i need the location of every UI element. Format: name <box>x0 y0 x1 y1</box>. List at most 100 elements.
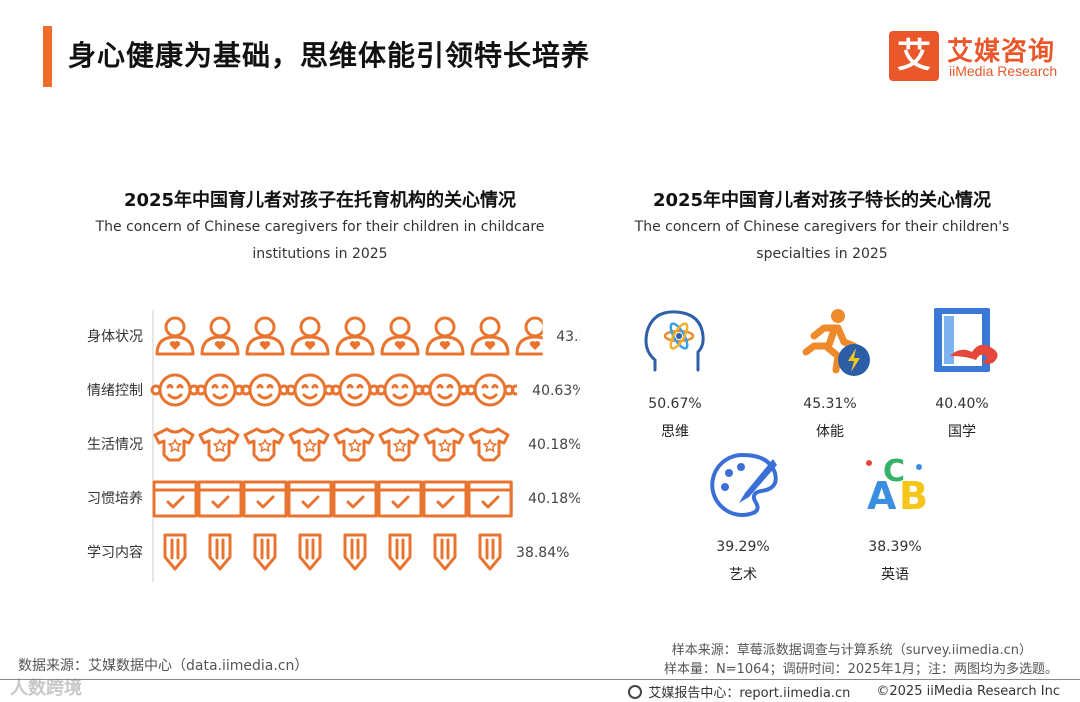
left-chart-subtitle-line2: institutions in 2025 <box>252 246 388 262</box>
baby-face-icon <box>465 373 515 407</box>
person-heart-icon <box>155 316 195 356</box>
calendar-check-icon <box>197 480 243 518</box>
value-label: 38.39% <box>868 539 921 555</box>
category-label: 习惯培养 <box>87 490 143 507</box>
data-source: 数据来源：艾媒数据中心（data.iimedia.cn） <box>18 658 309 674</box>
calendar-check-icon <box>242 480 288 518</box>
page-title: 身心健康为基础，思维体能引领特长培养 <box>68 39 591 72</box>
bar-row: 习惯培养 40.18% <box>87 480 580 518</box>
globe-icon <box>628 684 643 699</box>
svg-text:B: B <box>899 474 928 518</box>
right-chart-subtitle-line1: The concern of Chinese caregivers for th… <box>634 219 1010 235</box>
pencil-icon <box>163 533 187 571</box>
calendar-check-icon <box>422 480 468 518</box>
value-label: 43.30% <box>556 329 580 345</box>
person-heart-icon <box>470 316 510 356</box>
onesie-icon <box>153 427 195 462</box>
sample-source: 样本来源：草莓派数据调查与计算系统（survey.iimedia.cn） <box>671 643 1032 658</box>
logo-cn-text: 艾媒咨询 <box>947 37 1056 67</box>
bar-person-heart-icon <box>155 316 543 356</box>
bar-baby-face-icon <box>150 373 518 407</box>
footer-divider <box>0 679 1080 680</box>
copyright: ©2025 iiMedia Research Inc <box>876 684 1060 699</box>
specialty-item: 40.40% 国学 <box>934 308 998 440</box>
baby-face-icon <box>511 384 518 396</box>
right-chart-subtitle-line2: specialties in 2025 <box>756 246 888 262</box>
baby-face-icon <box>420 373 470 407</box>
person-heart-icon <box>515 316 543 356</box>
category-label: 国学 <box>948 424 976 440</box>
bar-row: 生活情况 40.18% <box>87 427 580 462</box>
category-label: 生活情况 <box>87 437 143 453</box>
baby-face-icon <box>150 373 200 407</box>
pencil-icon <box>253 533 277 571</box>
category-label: 体能 <box>816 424 844 440</box>
logo-mark: 艾 <box>889 31 939 81</box>
person-heart-icon <box>245 316 285 356</box>
value-label: 39.29% <box>716 539 769 555</box>
book-cloud-icon <box>934 308 998 372</box>
bar-row: 情绪控制 40.63% <box>87 373 580 407</box>
brain-atom-icon <box>644 310 705 372</box>
baby-face-icon <box>330 373 380 407</box>
category-label: 思维 <box>661 424 689 440</box>
pencil-icon <box>298 533 322 571</box>
calendar-check-icon <box>152 480 198 518</box>
left-chart-subtitle-line1: The concern of Chinese caregivers for th… <box>95 219 545 235</box>
specialty-icon-chart: 50.67% 思维 45.31% 体能 40.40% 国学 39.29% 艺术 A BC 38.39… <box>644 308 998 583</box>
value-label: 40.18% <box>528 437 580 453</box>
category-label: 学习内容 <box>87 544 143 561</box>
category-label: 英语 <box>881 566 909 583</box>
onesie-icon <box>423 427 465 462</box>
baby-face-icon <box>375 373 425 407</box>
bar-onesie-icon <box>153 427 510 462</box>
value-label: 40.40% <box>935 396 988 412</box>
pencil-icon <box>208 533 232 571</box>
value-label: 40.18% <box>528 491 580 507</box>
person-heart-icon <box>200 316 240 356</box>
person-heart-icon <box>425 316 465 356</box>
onesie-icon <box>468 427 510 462</box>
onesie-icon <box>198 427 240 462</box>
specialty-item: 50.67% 思维 <box>644 310 705 440</box>
calendar-check-icon <box>287 480 333 518</box>
logo-en-text: iiMedia Research <box>949 63 1058 79</box>
calendar-check-icon <box>467 480 513 518</box>
person-heart-icon <box>335 316 375 356</box>
value-label: 45.31% <box>803 396 856 412</box>
left-chart-title: 2025年中国育儿者对孩子在托育机构的关心情况 <box>123 190 517 211</box>
onesie-icon <box>333 427 375 462</box>
calendar-check-icon <box>377 480 423 518</box>
pencil-icon <box>433 533 457 571</box>
category-label: 艺术 <box>729 567 757 583</box>
bar-pencil-icon <box>163 533 502 571</box>
abc-letters-icon: A BC <box>866 454 928 518</box>
specialty-item: 45.31% 体能 <box>802 309 870 440</box>
pictogram-bar-chart: 身体状况 43.30% 情绪控制 40.63% 生活情况 40.18% 习惯培养 40.18%… <box>87 310 580 582</box>
iimedia-logo: 艾 艾媒咨询 iiMedia Research <box>889 31 1059 81</box>
right-chart-subtitle: The concern of Chinese caregivers for th… <box>592 214 1052 268</box>
category-label: 身体状况 <box>87 329 143 345</box>
onesie-icon <box>243 427 285 462</box>
title-accent-bar <box>43 26 52 87</box>
onesie-icon <box>378 427 420 462</box>
onesie-icon <box>288 427 330 462</box>
watermark: 人数跨境 <box>10 678 82 699</box>
sample-info: 样本量：N=1064；调研时间：2025年1月；注：两图均为多选题。 <box>663 662 1058 677</box>
pencil-icon <box>478 533 502 571</box>
value-label: 50.67% <box>648 396 701 412</box>
person-heart-icon <box>380 316 420 356</box>
baby-face-icon <box>240 373 290 407</box>
value-label: 38.84% <box>516 545 569 561</box>
palette-icon <box>710 452 778 517</box>
bar-row: 学习内容 38.84% <box>87 533 569 571</box>
footer-bottom: 艾媒报告中心：report.iimedia.cn ©2025 iiMedia R… <box>628 682 1060 701</box>
specialty-item: 39.29% 艺术 <box>710 452 778 583</box>
right-chart-title: 2025年中国育儿者对孩子特长的关心情况 <box>652 190 992 211</box>
value-label: 40.63% <box>532 383 580 399</box>
pencil-icon <box>343 533 367 571</box>
baby-face-icon <box>285 373 335 407</box>
svg-text:C: C <box>883 454 905 489</box>
person-heart-icon <box>290 316 330 356</box>
report-center-link[interactable]: 艾媒报告中心：report.iimedia.cn <box>648 686 851 701</box>
